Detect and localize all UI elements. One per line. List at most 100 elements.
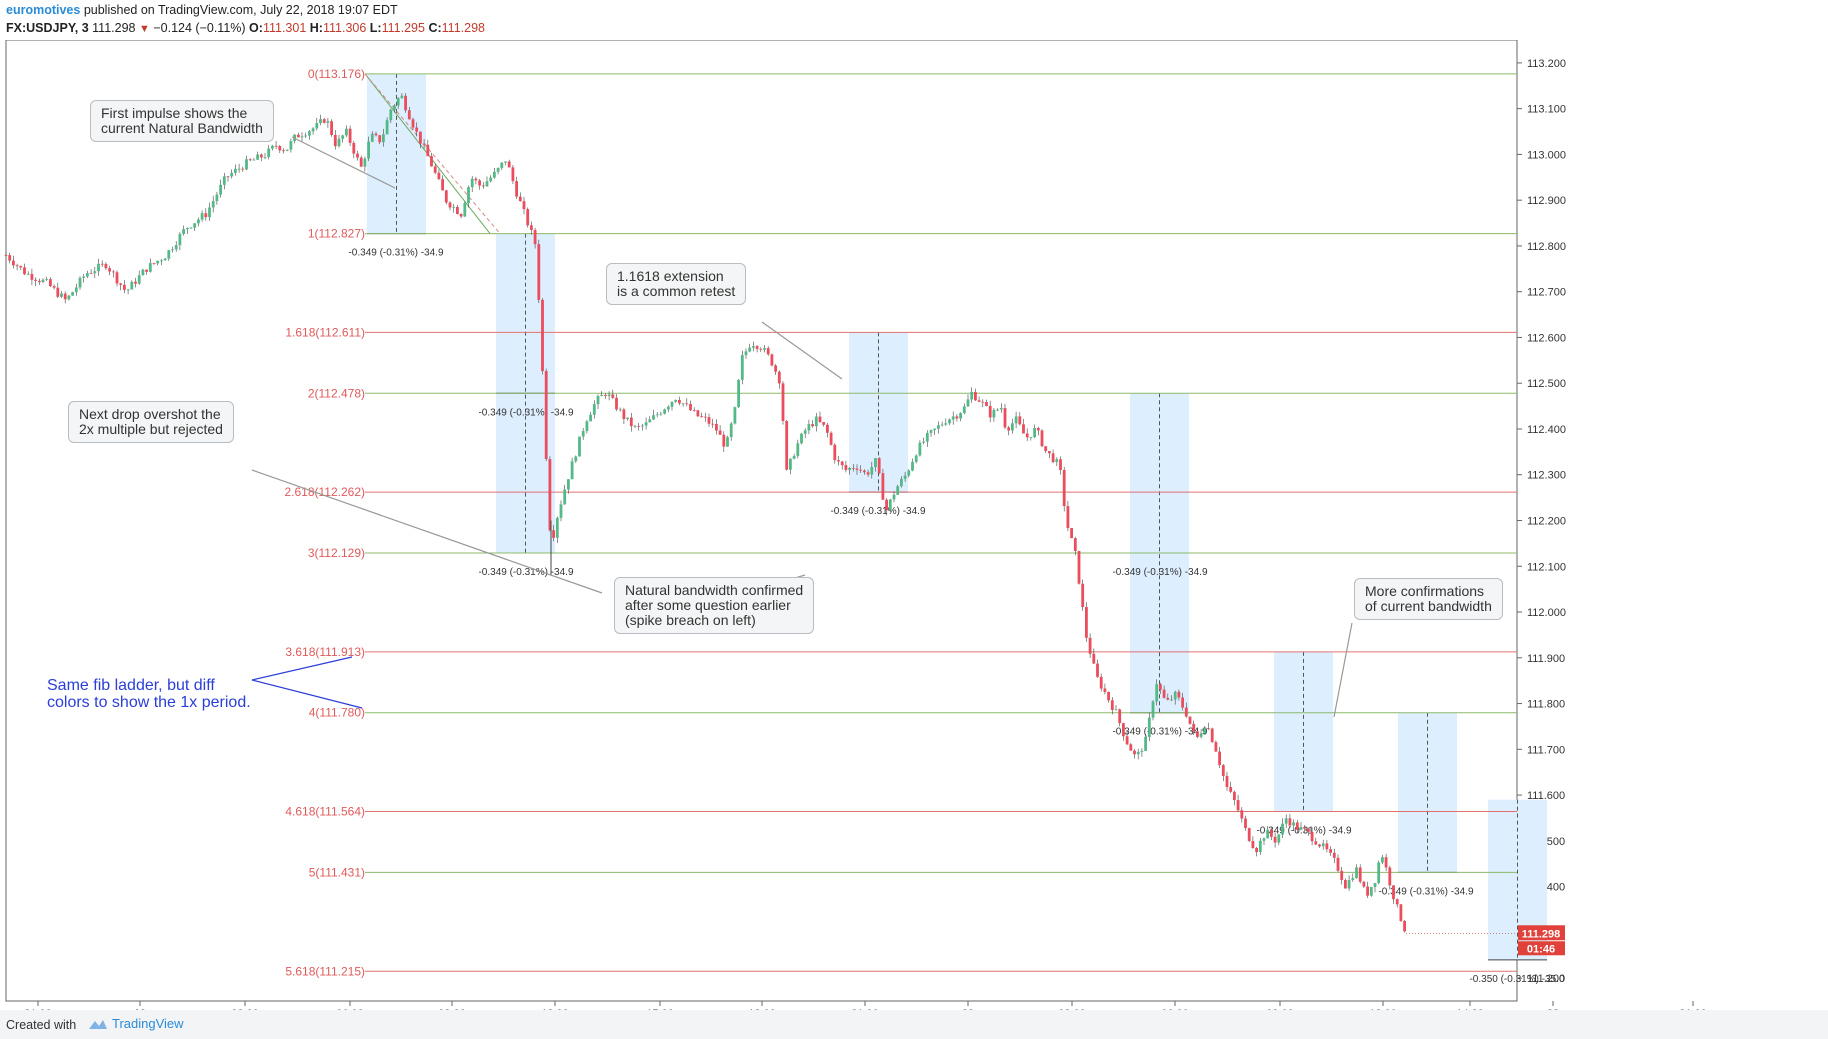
candle-body [655,414,659,416]
x-tick-label: 03:00 [231,1008,259,1010]
candle-body [559,504,563,518]
y-tick-label: 111.700 [1527,744,1565,756]
publish-info: published on TradingView.com, July 22, 2… [83,3,398,17]
candle-body [330,121,333,136]
candle-body [248,159,252,161]
x-tick-label: 22 [1547,1008,1559,1010]
candle-body [1292,822,1295,826]
candle-body [271,145,274,149]
candle-body [267,148,271,158]
candle-body [152,263,156,264]
candle-body [422,143,426,145]
candle-body [382,134,385,143]
candle-body [1011,423,1014,431]
candle-body [1351,878,1355,881]
candle-body [289,141,293,150]
candle-body [607,394,611,396]
candle-body [807,424,811,431]
candle-body [826,424,829,433]
x-tick-label: 21:00 [851,1008,879,1010]
candle-body [596,395,600,405]
candle-body [700,416,703,418]
candle-body [774,365,777,372]
candle-body [148,263,152,272]
callout-first-impulse: First impulse shows the current Natural … [90,100,274,142]
candle-body [618,409,622,411]
candle-body [45,279,49,280]
candle-body [1033,428,1036,438]
price-chart[interactable]: 113.200 113.100 113.000 112.900 112.800 112.7… [0,40,1828,1010]
candle-body [581,431,585,437]
candle-body [78,277,82,288]
candle-body [670,401,674,407]
candle-body [197,219,200,224]
candle-body [145,269,148,272]
candle-body [718,430,722,435]
candle-body [937,425,940,429]
candle-body [1081,583,1085,608]
symbol-line: FX:USDJPY, 3 111.298 ▼ −0.124 (−0.11%) O… [6,21,485,35]
candle-body [996,409,999,411]
candle-body [389,109,393,121]
candle-body [1181,697,1184,708]
candle-body [641,425,644,427]
candle-body [86,273,89,277]
candle-body [1184,707,1188,717]
y-tick-label: 113.200 [1527,58,1566,70]
candle-body [315,123,319,129]
candle-body [855,468,859,470]
candle-body [755,346,759,349]
candle-body [1066,506,1070,529]
callout-pointer [761,321,843,380]
candle-body [1214,742,1218,752]
candle-body [722,434,726,447]
candle-body [296,134,300,138]
fib-level-label: 2.618(112.262) [284,485,365,499]
candle-body [988,405,992,418]
candle-body [167,250,171,259]
candle-body [777,371,781,384]
candle-body [104,263,108,269]
candle-body [182,229,185,235]
candle-body [363,158,367,167]
candle-body [877,458,881,474]
candle-body [678,399,681,404]
candle-body [26,273,30,275]
candle-body [666,406,670,410]
candle-body [752,346,755,348]
candle-body [518,196,522,202]
candle-body [692,410,696,412]
candle-body [977,400,981,402]
candle-body [800,433,803,444]
y-tick-label: 112.700 [1527,287,1566,299]
candle-body [1384,857,1388,868]
candle-body [874,458,877,468]
author-link[interactable]: euromotives [6,3,81,17]
candle-body [992,409,996,418]
measure-label: -0.349 (-0.31%) -34.9 [478,567,573,578]
candle-body [600,394,604,396]
candle-body [481,185,485,187]
countdown-tag [1518,941,1565,956]
candle-body [966,399,970,407]
candle-body [126,289,130,291]
candle-body [1159,684,1162,690]
candle-body [1170,699,1173,701]
candle-body [1118,709,1122,724]
candle-body [1310,831,1314,842]
candle-body [1273,836,1277,843]
candle-body [537,244,541,300]
candle-body [711,423,715,425]
candle-body [1240,810,1244,819]
candle-body [111,271,115,273]
candle-body [851,467,855,469]
open-label: O: [249,21,263,35]
candle-body [848,467,851,471]
tradingview-logo[interactable]: TradingView [86,1016,184,1031]
candle-body [1007,427,1011,431]
candle-body [1307,828,1310,832]
candle-body [1070,528,1073,539]
candle-body [352,142,356,154]
y-tick-label: 112.500 [1527,378,1566,390]
candle-body [763,348,766,350]
